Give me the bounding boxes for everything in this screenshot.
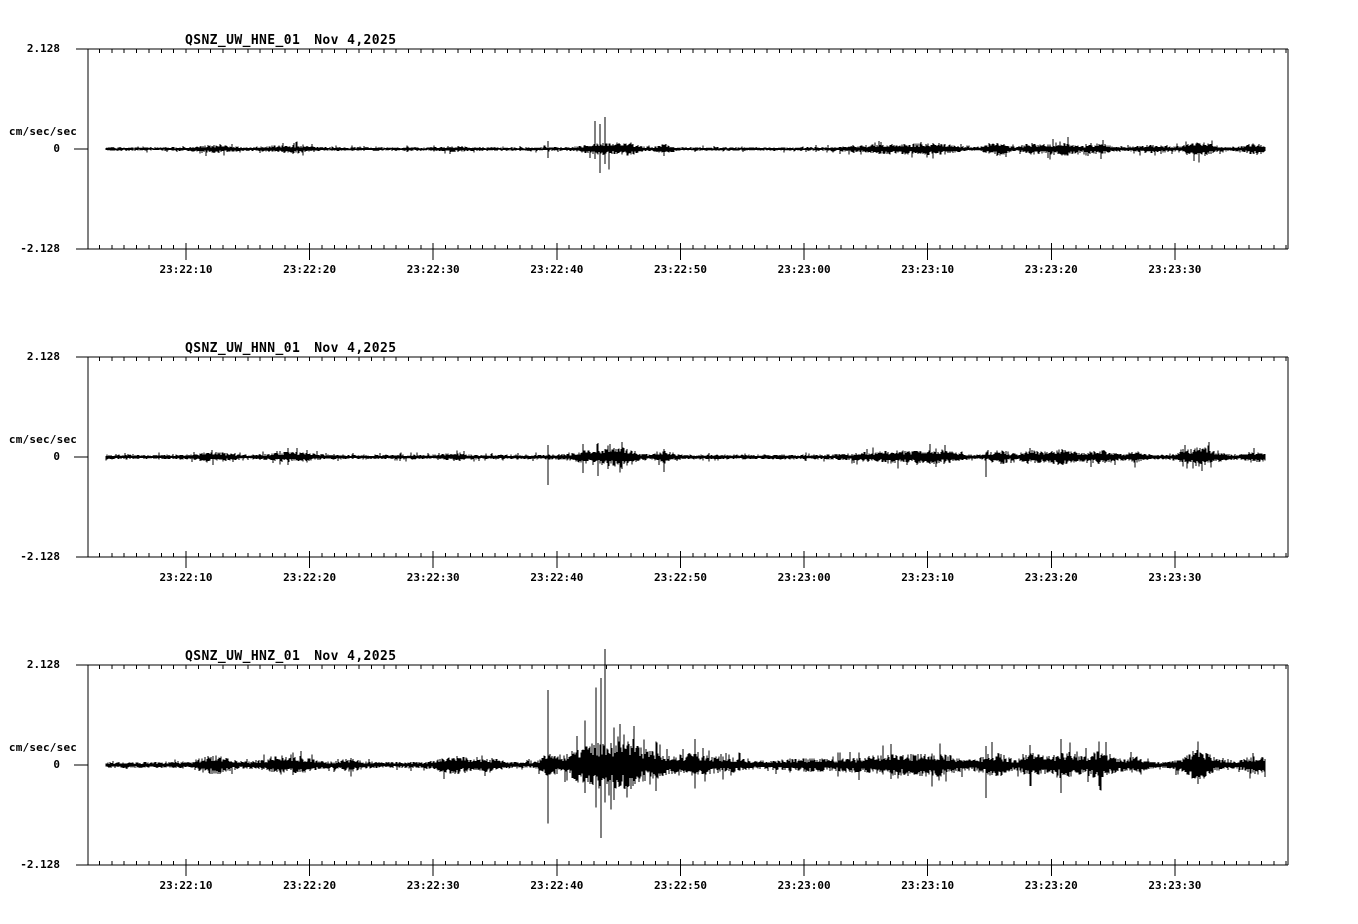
ytick-bottom-label: -2.128	[20, 550, 60, 563]
xtick-label: 23:22:30	[407, 263, 460, 276]
ytick-zero-label: 0	[53, 758, 60, 771]
station-id: QSNZ_UW_HNE_01	[185, 33, 301, 48]
xtick-label: 23:23:20	[1025, 263, 1078, 276]
xtick-label: 23:22:30	[407, 879, 460, 892]
panel-title: QSNZ_UW_HNE_01 Nov 4,2025	[185, 33, 396, 48]
xtick-label: 23:23:00	[778, 571, 831, 584]
xtick-label: 23:22:50	[654, 571, 707, 584]
waveform-plot-hnz: 23:22:10 23:22:20 23:22:30 23:22:40 23:22:50…	[74, 648, 1289, 892]
ytick-bottom-label: -2.128	[20, 242, 60, 255]
seismogram-panel-hnn: 23:22:10 23:22:20 23:22:30 23:22:40 23:22:50…	[0, 308, 1358, 616]
ytick-top-label: 2.128	[26, 42, 60, 55]
xtick-label: 23:22:20	[283, 879, 336, 892]
xtick-label: 23:22:50	[654, 879, 707, 892]
station-id: QSNZ_UW_HNZ_01	[185, 649, 301, 664]
waveform-trace	[105, 648, 1266, 838]
panel-date: Nov 4,2025	[314, 649, 397, 664]
xtick-label: 23:22:10	[160, 571, 213, 584]
xtick-label: 23:23:30	[1148, 571, 1201, 584]
xtick-label: 23:22:30	[407, 571, 460, 584]
ytick-top-label: 2.128	[26, 658, 60, 671]
xtick-label: 23:22:20	[283, 263, 336, 276]
waveform-trace	[105, 117, 1266, 173]
panel-title: QSNZ_UW_HNN_01 Nov 4,2025	[185, 341, 396, 356]
xtick-label: 23:23:20	[1025, 571, 1078, 584]
y-axis-units-label: cm/sec/sec	[8, 125, 78, 138]
station-id: QSNZ_UW_HNN_01	[185, 341, 301, 356]
xtick-label: 23:23:10	[901, 571, 954, 584]
xtick-label: 23:22:10	[160, 263, 213, 276]
waveform-plot-hne: 23:22:10 23:22:20 23:22:30 23:22:40 23:22:50…	[74, 48, 1289, 276]
xtick-label: 23:22:50	[654, 263, 707, 276]
xtick-label: 23:23:20	[1025, 879, 1078, 892]
waveform-trace	[105, 442, 1266, 486]
y-axis-units-label: cm/sec/sec	[8, 433, 78, 446]
xtick-label: 23:23:30	[1148, 263, 1201, 276]
y-axis-units-label: cm/sec/sec	[8, 741, 78, 754]
seismogram-panel-hne: 23:22:10 23:22:20 23:22:30 23:22:40 23:22:50…	[0, 0, 1358, 308]
xtick-label: 23:22:20	[283, 571, 336, 584]
panel-date: Nov 4,2025	[314, 33, 397, 48]
xtick-label: 23:23:00	[778, 879, 831, 892]
xtick-label: 23:23:30	[1148, 879, 1201, 892]
xtick-label: 23:22:10	[160, 879, 213, 892]
xtick-label: 23:23:10	[901, 879, 954, 892]
ytick-zero-label: 0	[53, 450, 60, 463]
xtick-label: 23:22:40	[530, 879, 583, 892]
xtick-label: 23:22:40	[530, 263, 583, 276]
ytick-top-label: 2.128	[26, 350, 60, 363]
ytick-zero-label: 0	[53, 142, 60, 155]
xtick-label: 23:23:10	[901, 263, 954, 276]
xtick-label: 23:22:40	[530, 571, 583, 584]
seismogram-panel-hnz: 23:22:10 23:22:20 23:22:30 23:22:40 23:22:50…	[0, 616, 1358, 924]
waveform-plot-hnn: 23:22:10 23:22:20 23:22:30 23:22:40 23:22:50…	[74, 356, 1289, 584]
ytick-bottom-label: -2.128	[20, 858, 60, 871]
panel-title: QSNZ_UW_HNZ_01 Nov 4,2025	[185, 649, 396, 664]
panel-date: Nov 4,2025	[314, 341, 397, 356]
xtick-label: 23:23:00	[778, 263, 831, 276]
